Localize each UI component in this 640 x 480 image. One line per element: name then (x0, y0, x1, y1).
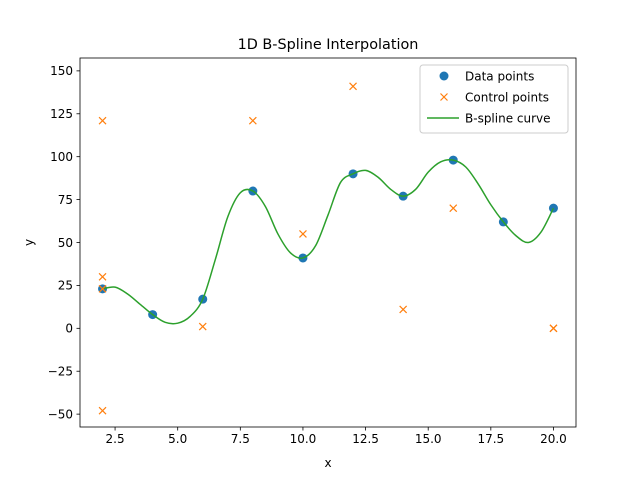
control-point (98, 284, 107, 293)
control-point (98, 272, 107, 281)
y-axis: −50 −25 0 25 50 75 100 125 150 (48, 64, 80, 421)
control-point (299, 229, 307, 238)
x-tick-label: 10.0 (290, 432, 317, 446)
control-point (549, 324, 558, 333)
legend-label-b-spline-curve: B-spline curve (465, 112, 551, 126)
y-tick-label: 50 (58, 236, 73, 250)
x-tick-label: 17.5 (477, 432, 504, 446)
control-point (399, 305, 408, 314)
control-point (449, 204, 458, 213)
x-tick-label: 20.0 (540, 432, 567, 446)
control-point (248, 116, 257, 125)
control-point (349, 82, 357, 91)
chart-title: 1D B-Spline Interpolation (238, 37, 419, 53)
y-tick-label: 150 (50, 64, 73, 78)
x-axis: 2.5 5.0 7.5 10.0 12.5 15.0 17.5 20.0 (106, 427, 567, 446)
y-tick-label: 0 (65, 322, 73, 336)
control-point (98, 406, 107, 415)
x-tick-label: 15.0 (415, 432, 442, 446)
legend-box (419, 64, 569, 134)
y-tick-label: 75 (58, 193, 73, 207)
legend-label-data-points: Data points (465, 70, 534, 84)
y-tick-label: 125 (50, 107, 73, 121)
x-tick-label: 2.5 (106, 432, 125, 446)
y-tick-label: −50 (48, 407, 73, 421)
control-point (198, 322, 207, 331)
y-tick-label: 100 (50, 150, 73, 164)
legend: Data points Control points B-spline curv… (419, 64, 569, 134)
y-tick-label: −25 (48, 365, 73, 379)
b-spline-curve (102, 158, 555, 325)
legend-marker-data-points (439, 71, 449, 81)
x-tick-label: 5.0 (168, 432, 187, 446)
y-tick-label: 25 (58, 279, 73, 293)
legend-marker-control-points (440, 93, 448, 101)
x-tick-label: 7.5 (231, 432, 250, 446)
x-axis-label: x (324, 456, 331, 470)
legend-label-control-points: Control points (465, 91, 549, 105)
x-tick-label: 12.5 (352, 432, 379, 446)
y-axis-label: y (22, 239, 36, 246)
plot-area (98, 82, 558, 415)
control-point (98, 116, 107, 125)
